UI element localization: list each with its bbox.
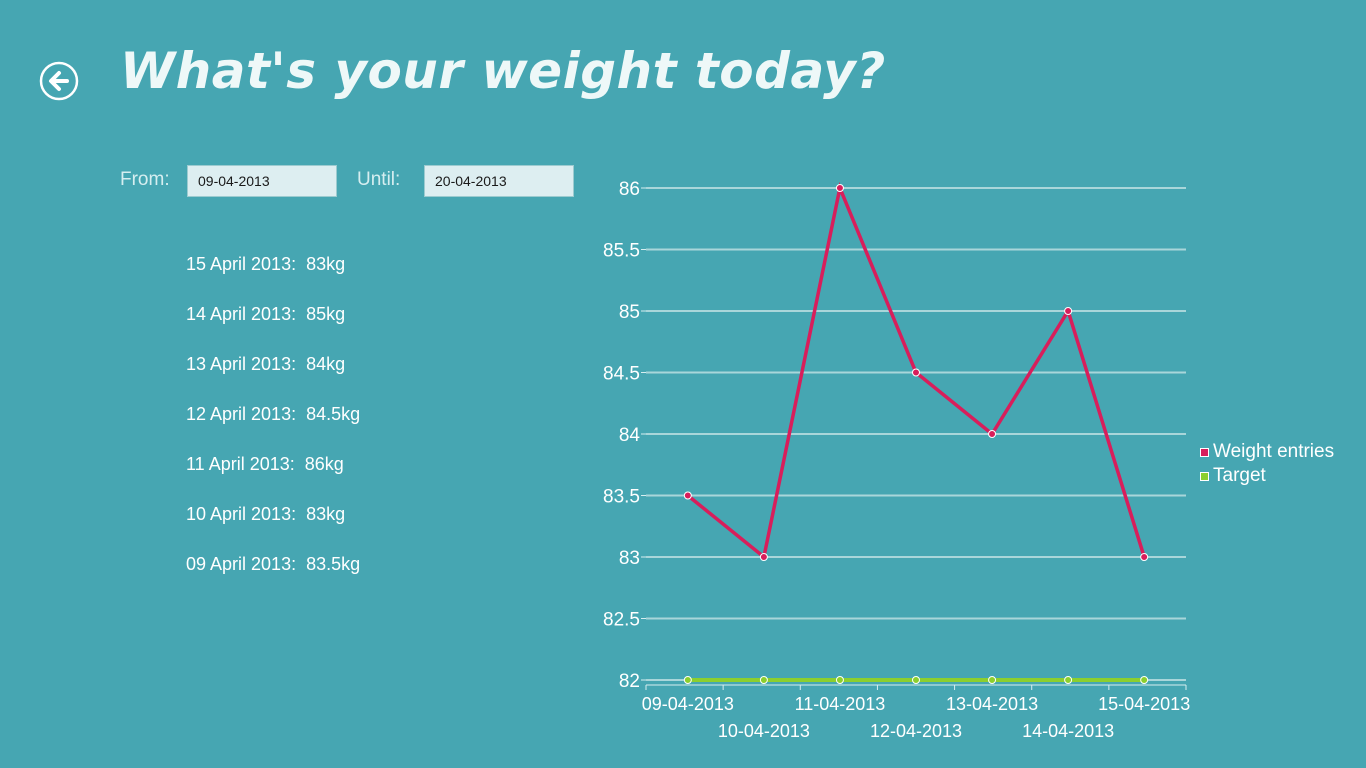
list-item[interactable]: 10 April 2013: 83kg (186, 504, 346, 524)
weight-entries-list: 15 April 2013: 83kg 14 April 2013: 85kg … (186, 250, 360, 600)
x-tick-label: 14-04-2013 (1022, 721, 1114, 741)
target-data-point (835, 676, 844, 684)
from-date-input[interactable] (187, 165, 337, 197)
x-tick-label: 15-04-2013 (1098, 694, 1190, 714)
page-title: What's your weight today? (120, 42, 886, 100)
list-item[interactable]: 11 April 2013: 86kg (186, 454, 344, 474)
weight-data-point (683, 491, 692, 500)
x-tick-label: 11-04-2013 (795, 694, 886, 714)
list-item[interactable]: 12 April 2013: 84.5kg (186, 404, 361, 424)
list-item[interactable]: 13 April 2013: 84kg (186, 354, 346, 374)
weight-data-point (835, 184, 844, 192)
x-tick-label: 10-04-2013 (718, 721, 810, 741)
legend-swatch-target (1200, 471, 1209, 481)
until-label: Until: (357, 169, 401, 190)
back-button[interactable] (39, 61, 79, 101)
legend-label-target: Target (1213, 465, 1266, 486)
until-date-input[interactable] (424, 165, 574, 197)
y-tick-label: 85 (619, 302, 640, 323)
y-tick-label: 85.5 (603, 241, 640, 262)
x-tick-label: 09-04-2013 (642, 694, 734, 714)
target-data-point (759, 676, 768, 684)
list-item[interactable]: 09 April 2013: 83.5kg (186, 554, 361, 574)
target-data-point (683, 676, 692, 684)
legend-label-weight: Weight entries (1213, 441, 1335, 462)
weight-data-point (759, 553, 768, 561)
weight-data-point (1064, 307, 1073, 315)
list-item[interactable]: 14 April 2013: 85kg (186, 304, 346, 324)
x-tick-label: 12-04-2013 (870, 721, 962, 741)
y-tick-label: 86 (619, 179, 640, 200)
y-tick-label: 83.5 (603, 487, 640, 508)
legend-item-weight: Weight entries (1200, 440, 1334, 464)
target-data-point (1064, 676, 1073, 684)
from-label: From: (120, 169, 170, 190)
weight-data-point (988, 430, 997, 438)
target-data-point (988, 676, 997, 684)
weight-data-point (1140, 553, 1149, 561)
y-tick-label: 82.5 (603, 610, 640, 631)
chart-legend: Weight entries Target (1200, 440, 1334, 488)
arrow-left-circle-icon (39, 61, 79, 101)
legend-item-target: Target (1200, 464, 1334, 488)
legend-swatch-weight (1200, 447, 1209, 457)
target-data-point (1140, 676, 1149, 684)
weight-data-point (912, 368, 920, 377)
x-tick-label: 13-04-2013 (946, 694, 1038, 714)
y-tick-label: 84 (619, 425, 641, 446)
target-data-point (912, 676, 920, 684)
y-tick-label: 84.5 (603, 364, 640, 385)
list-item[interactable]: 15 April 2013: 83kg (186, 254, 346, 274)
y-tick-label: 82 (619, 671, 640, 692)
y-tick-label: 83 (619, 548, 640, 569)
